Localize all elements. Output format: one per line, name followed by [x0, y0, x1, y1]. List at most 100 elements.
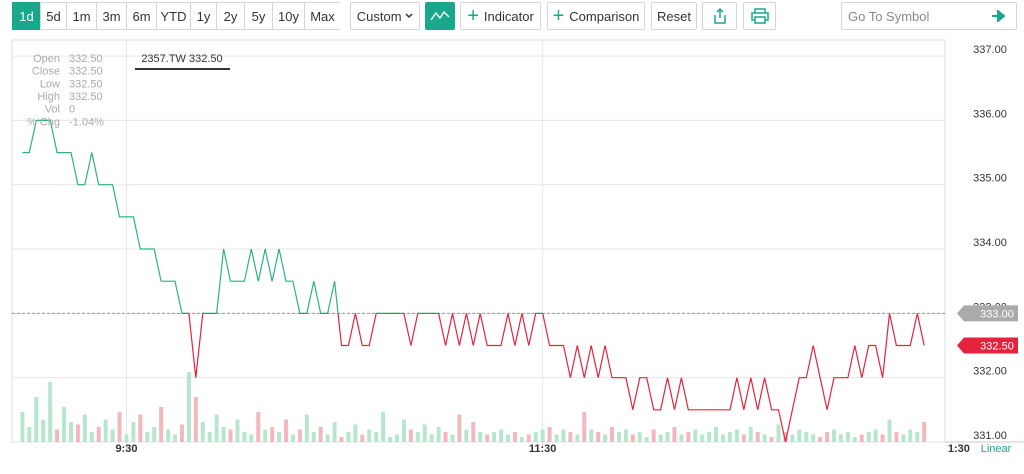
x-tick-label: 9:30: [115, 443, 137, 455]
volume-bar: [131, 422, 136, 442]
volume-bar: [82, 414, 87, 442]
range-button[interactable]: 1d: [12, 2, 40, 30]
info-value: 0: [69, 104, 75, 116]
volume-bar: [89, 432, 94, 442]
volume-bar: [443, 432, 448, 442]
volume-bar: [658, 434, 663, 442]
volume-bar: [769, 437, 774, 442]
range-button[interactable]: 3m: [96, 2, 126, 30]
info-label: Close: [32, 66, 60, 78]
volume-bar: [408, 429, 413, 442]
volume-bar: [485, 434, 490, 442]
range-button[interactable]: 6m: [126, 2, 156, 30]
indicator-button[interactable]: + Indicator: [460, 2, 541, 30]
x-tick-label: 1:30: [948, 443, 970, 455]
volume-bar: [512, 432, 517, 442]
volume-bar: [277, 432, 282, 442]
price-line-up: [22, 119, 918, 314]
info-value: 332.50: [69, 78, 103, 90]
last-price-label: 332.50: [980, 340, 1014, 352]
previous-close-label: 333.00: [980, 308, 1014, 320]
volume-bar: [505, 434, 510, 442]
range-button[interactable]: 1y: [190, 2, 216, 30]
info-label: High: [37, 91, 60, 103]
print-icon: [750, 8, 769, 24]
volume-bar: [325, 434, 330, 442]
volume-bar: [290, 434, 295, 442]
volume-bar: [464, 429, 469, 442]
info-value: 332.50: [69, 91, 103, 103]
volume-bar: [242, 432, 247, 442]
volume-bar: [852, 437, 857, 442]
go-button[interactable]: [980, 3, 1016, 29]
volume-bar: [159, 407, 164, 442]
volume-bar: [339, 437, 344, 442]
volume-bar: [200, 422, 205, 442]
custom-button[interactable]: Custom: [350, 2, 420, 30]
volume-bar: [297, 429, 302, 442]
volume-bar: [367, 429, 372, 442]
range-button[interactable]: 5d: [40, 2, 66, 30]
reset-button[interactable]: Reset: [651, 2, 697, 30]
volume-bar: [922, 422, 927, 442]
volume-bar: [637, 432, 642, 442]
plus-icon: +: [552, 4, 565, 27]
range-button[interactable]: 5y: [244, 2, 272, 30]
volume-bar: [48, 382, 53, 442]
volume-bar: [103, 419, 108, 442]
volume-bar: [478, 432, 483, 442]
info-label: Open: [33, 53, 60, 65]
share-button[interactable]: [702, 2, 737, 30]
volume-bar: [62, 407, 67, 442]
range-button[interactable]: Max: [304, 2, 340, 30]
share-icon: [713, 7, 726, 24]
volume-bar: [797, 429, 802, 442]
volume-bar: [596, 432, 601, 442]
volume-bar: [360, 434, 365, 442]
volume-bar: [568, 432, 573, 442]
volume-bar: [644, 437, 649, 442]
range-button[interactable]: YTD: [156, 2, 190, 30]
y-tick-label: 334.00: [973, 237, 1007, 249]
volume-bar: [727, 432, 732, 442]
volume-bar: [714, 427, 719, 442]
previous-close-tag: [957, 305, 1018, 322]
volume-bar: [554, 434, 559, 442]
print-button[interactable]: [743, 2, 776, 30]
volume-bar: [651, 429, 656, 442]
volume-bar: [492, 432, 497, 442]
chart-type-button[interactable]: [425, 2, 455, 30]
volume-bar: [318, 427, 323, 442]
volume-bar: [755, 432, 760, 442]
volume-bar: [901, 434, 906, 442]
volume-bar: [818, 437, 823, 442]
volume-bar: [665, 432, 670, 442]
volume-bar: [186, 372, 191, 442]
volume-bar: [533, 432, 538, 442]
volume-bar: [776, 424, 781, 442]
range-button[interactable]: 2y: [216, 2, 244, 30]
volume-bar: [561, 429, 566, 442]
volume-bar: [838, 434, 843, 442]
comparison-button[interactable]: + Comparison: [547, 2, 645, 30]
volume-bar: [519, 437, 524, 442]
range-button[interactable]: 10y: [272, 2, 304, 30]
volume-bar: [610, 427, 615, 442]
volume-bar: [228, 429, 233, 442]
volume-bar: [381, 412, 386, 442]
plot-frame: [11, 39, 946, 443]
volume-bar: [707, 432, 712, 442]
y-tick-label: 332.00: [973, 366, 1007, 378]
volume-bar: [762, 434, 767, 442]
volume-bar: [526, 434, 531, 442]
volume-bar: [311, 432, 316, 442]
volume-bar: [41, 419, 46, 442]
volume-bar: [908, 429, 913, 442]
volume-bar: [179, 424, 184, 442]
volume-bar: [825, 432, 830, 442]
volume-bar: [873, 429, 878, 442]
range-button[interactable]: 1m: [66, 2, 96, 30]
volume-bar: [332, 422, 337, 442]
